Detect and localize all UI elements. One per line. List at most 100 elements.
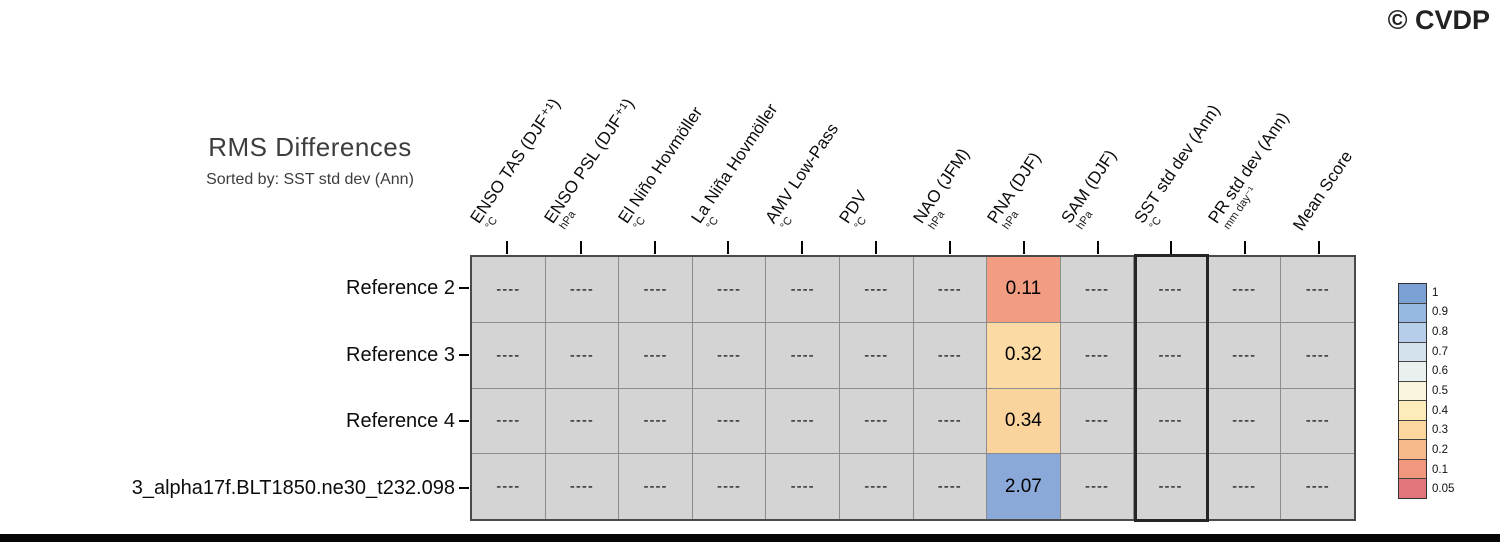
- row-label: Reference 2: [346, 277, 455, 300]
- heatmap-cell: ----: [619, 454, 692, 519]
- colorbar-segment: [1399, 380, 1426, 401]
- heatmap-cell: 2.07: [987, 454, 1060, 519]
- heatmap-cell: ----: [1281, 454, 1354, 519]
- heatmap-cell: ----: [1060, 322, 1134, 388]
- heatmap-cell: ----: [766, 322, 839, 388]
- column-tick: [653, 241, 656, 254]
- heatmap-grid: ---- ---- ---- ---- ---- ---- ---- 0.11 ---- ----…: [470, 255, 1356, 521]
- colorbar-tick-label: 1: [1432, 286, 1439, 299]
- column-tick: [1318, 241, 1321, 254]
- column-tick: [1170, 241, 1173, 254]
- colorbar-segment: [1399, 284, 1426, 303]
- heatmap-cell: ----: [1060, 257, 1134, 322]
- heatmap-cell: ----: [1281, 257, 1354, 322]
- column-header: PNA (DJF) hPa: [982, 148, 1056, 234]
- heatmap-cell: ----: [472, 388, 545, 454]
- heatmap-cell: ----: [913, 257, 987, 322]
- colorbar-tick-label: 0.7: [1432, 345, 1448, 358]
- colorbar-segment: [1399, 458, 1426, 479]
- column-tick: [948, 241, 951, 254]
- colorbar-tick-label: 0.9: [1432, 306, 1448, 319]
- heatmap-cell: ----: [545, 454, 619, 519]
- colorbar-segment: [1399, 478, 1426, 499]
- colorbar-tick-label: 0.05: [1432, 483, 1455, 496]
- colorbar-tick-label: 0.5: [1432, 385, 1448, 397]
- heatmap-cell: ----: [913, 322, 987, 388]
- chart-subtitle: Sorted by: SST std dev (Ann): [206, 171, 414, 188]
- heatmap-cell: ----: [913, 388, 987, 454]
- column-header: Mean Score: [1277, 139, 1356, 234]
- heatmap-cell: ----: [1207, 257, 1281, 322]
- row-tick: [459, 353, 469, 356]
- cvdp-logo: © CVDP: [1387, 5, 1490, 35]
- heatmap-cell: ----: [1281, 388, 1354, 454]
- row-tick: [459, 420, 469, 423]
- heatmap-cell: ----: [619, 322, 692, 388]
- column-header: PDV °C: [834, 186, 882, 234]
- heatmap-cell: ----: [839, 322, 913, 388]
- row-label: Reference 4: [346, 410, 455, 433]
- colorbar-tick-label: 0.4: [1432, 404, 1448, 417]
- heatmap-cell: ----: [1134, 322, 1207, 388]
- colorbar-segment: [1399, 341, 1426, 362]
- colorbar-segment: [1399, 322, 1426, 342]
- heatmap-cell: ----: [619, 388, 692, 454]
- heatmap-cell: ----: [1207, 454, 1281, 519]
- column-tick: [505, 241, 508, 254]
- colorbar-segment: [1399, 400, 1426, 420]
- heatmap-cell: ----: [766, 454, 839, 519]
- heatmap-cell: ----: [839, 388, 913, 454]
- column-tick: [875, 241, 878, 254]
- heatmap-cell: 0.32: [987, 322, 1060, 388]
- heatmap-cell: ----: [545, 257, 619, 322]
- colorbar-tick-label: 0.1: [1432, 463, 1448, 476]
- heatmap-cell: ----: [1281, 322, 1354, 388]
- colorbar-tick-label: 0.3: [1432, 424, 1448, 437]
- heatmap-cell: ----: [472, 454, 545, 519]
- heatmap-cell: 0.34: [987, 388, 1060, 454]
- colorbar-tick-label: 0.6: [1432, 365, 1448, 378]
- heatmap-cell: 0.11: [987, 257, 1060, 322]
- heatmap-cell: ----: [1134, 257, 1207, 322]
- heatmap-cell: ----: [619, 257, 692, 322]
- heatmap-cell: ----: [1134, 388, 1207, 454]
- colorbar-segment: [1399, 361, 1426, 381]
- column-header-label: Mean Score: [1289, 147, 1357, 234]
- column-tick: [579, 241, 582, 254]
- row-label: Reference 3: [346, 343, 455, 366]
- colorbar-segment: [1399, 419, 1426, 440]
- column-tick: [1244, 241, 1247, 254]
- column-header: NAO (JFM) hPa: [908, 144, 984, 234]
- column-tick: [727, 241, 730, 254]
- heatmap-cell: ----: [472, 322, 545, 388]
- heatmap-cell: ----: [839, 257, 913, 322]
- heatmap-cell: ----: [472, 257, 545, 322]
- heatmap-cell: ----: [839, 454, 913, 519]
- heatmap-cell: ----: [692, 322, 766, 388]
- heatmap-cell: ----: [1060, 454, 1134, 519]
- column-tick: [1022, 241, 1025, 254]
- heatmap-cell: ----: [1207, 388, 1281, 454]
- heatmap-cell: ----: [545, 322, 619, 388]
- heatmap-cell: ----: [1207, 322, 1281, 388]
- heatmap-cell: ----: [692, 454, 766, 519]
- heatmap-cell: ----: [1134, 454, 1207, 519]
- row-tick: [459, 287, 469, 290]
- colorbar: [1398, 283, 1427, 499]
- bottom-border-bar: [0, 534, 1500, 542]
- column-tick: [801, 241, 804, 254]
- row-label: 3_alpha17f.BLT1850.ne30_t232.098: [131, 476, 455, 499]
- colorbar-segment: [1399, 439, 1426, 459]
- heatmap-cell: ----: [913, 454, 987, 519]
- column-tick: [1096, 241, 1099, 254]
- colorbar-segment: [1399, 302, 1426, 323]
- heatmap-cell: ----: [692, 388, 766, 454]
- title-block: RMS Differences Sorted by: SST std dev (…: [150, 132, 470, 189]
- heatmap-cell: ----: [1060, 388, 1134, 454]
- chart-title: RMS Differences: [208, 132, 412, 162]
- column-header: SAM (DJF) hPa: [1055, 145, 1130, 234]
- colorbar-tick-label: 0.8: [1432, 326, 1448, 339]
- heatmap-cell: ----: [766, 257, 839, 322]
- row-tick: [459, 486, 469, 489]
